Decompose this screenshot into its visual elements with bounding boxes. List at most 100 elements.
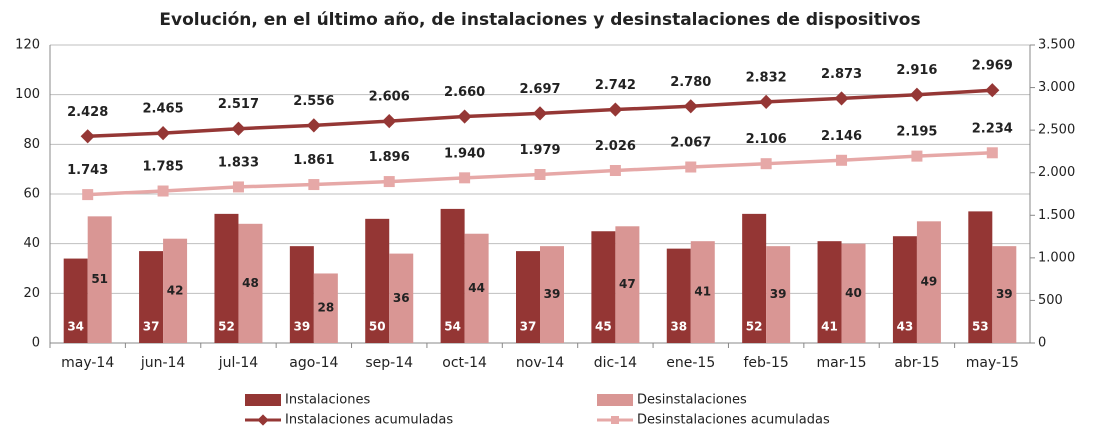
bar [289, 246, 314, 343]
bar-value-label: 39 [770, 287, 787, 301]
line-value-label: 2.742 [595, 78, 636, 93]
bar-value-label: 41 [694, 285, 711, 299]
line-value-label: 2.832 [746, 70, 787, 85]
bar [389, 253, 414, 343]
bar [968, 211, 993, 343]
marker [383, 176, 395, 188]
bar [365, 218, 390, 343]
marker [759, 94, 774, 109]
bar-value-label: 53 [972, 320, 989, 334]
x-tick-label: ene-15 [666, 355, 715, 371]
marker [834, 91, 849, 106]
bar [440, 208, 465, 343]
line-value-label: 2.067 [670, 136, 711, 151]
line-value-label: 1.785 [143, 160, 184, 175]
x-tick-label: may-14 [61, 355, 114, 371]
x-tick-label: jun-14 [140, 355, 186, 371]
legend-label: Instalaciones acumuladas [285, 413, 453, 428]
marker [232, 181, 244, 193]
line-value-label: 2.780 [670, 75, 711, 90]
bar [591, 231, 616, 343]
legend-label: Instalaciones [285, 393, 370, 408]
bar [87, 216, 112, 343]
marker [609, 165, 621, 177]
y-tick-label: 120 [15, 38, 40, 53]
bar-value-label: 52 [746, 320, 763, 334]
bar [690, 241, 715, 343]
marker [82, 189, 94, 201]
bar-value-label: 28 [317, 301, 334, 315]
bar-value-label: 40 [845, 286, 862, 300]
bar-value-label: 36 [393, 291, 410, 305]
y2-tick-label: 1.500 [1038, 208, 1075, 223]
y-tick-label: 20 [23, 286, 40, 301]
bar [992, 246, 1017, 343]
bar-value-label: 45 [595, 320, 612, 334]
bar [63, 258, 88, 343]
y2-tick-label: 2.000 [1038, 165, 1075, 180]
marker [306, 118, 321, 133]
marker [80, 129, 95, 144]
marker [457, 109, 472, 124]
marker [683, 99, 698, 114]
bar [516, 251, 540, 343]
x-tick-label: ago-14 [289, 355, 338, 371]
marker [836, 154, 848, 166]
x-tick-label: sep-14 [365, 355, 413, 371]
line-value-label: 2.660 [444, 85, 485, 100]
bar-value-label: 42 [167, 283, 184, 297]
bar-value-label: 38 [670, 320, 687, 334]
legend-label: Desinstalaciones [637, 393, 747, 408]
bar [540, 246, 564, 343]
x-tick-label: abr-15 [894, 355, 939, 371]
legend-marker [611, 416, 619, 424]
bar [742, 213, 767, 343]
line-value-label: 1.833 [218, 155, 259, 170]
bar-value-label: 39 [996, 287, 1013, 301]
line-value-label: 2.916 [896, 63, 937, 78]
bar-value-label: 43 [897, 320, 914, 334]
marker [760, 158, 772, 170]
marker [986, 147, 998, 159]
line-value-label: 2.697 [519, 82, 560, 97]
line-value-label: 2.517 [218, 97, 259, 112]
y2-tick-label: 2.500 [1038, 123, 1075, 138]
line-value-label: 2.026 [595, 139, 636, 154]
y2-tick-label: 3.500 [1038, 38, 1075, 53]
bar-value-label: 48 [242, 276, 259, 290]
bar [615, 226, 640, 343]
line-value-label: 1.861 [293, 153, 334, 168]
bar-value-label: 50 [369, 320, 386, 334]
x-tick-label: feb-15 [744, 355, 789, 371]
bar [238, 223, 263, 343]
marker [231, 121, 246, 136]
legend-swatch [245, 394, 281, 406]
bar-value-label: 44 [468, 281, 485, 295]
line-value-label: 2.969 [972, 59, 1013, 74]
y2-tick-label: 1.000 [1038, 250, 1075, 265]
line-value-label: 2.556 [293, 94, 334, 109]
y-tick-label: 40 [23, 236, 40, 251]
bar-value-label: 52 [218, 320, 235, 334]
line-value-label: 2.465 [143, 102, 184, 117]
line-value-label: 1.743 [67, 163, 108, 178]
bar-value-label: 49 [921, 275, 938, 289]
marker [608, 102, 623, 117]
x-tick-label: nov-14 [516, 355, 564, 371]
x-tick-label: mar-15 [817, 355, 867, 371]
marker [985, 83, 1000, 98]
bar [313, 273, 338, 343]
line-value-label: 1.940 [444, 146, 485, 161]
y-tick-label: 100 [15, 87, 40, 102]
bar-value-label: 37 [520, 320, 537, 334]
y-tick-label: 80 [23, 137, 40, 152]
marker [909, 87, 924, 102]
x-tick-label: dic-14 [594, 355, 637, 371]
bar-value-label: 39 [293, 320, 310, 334]
bar-value-label: 34 [67, 320, 84, 334]
line-value-label: 2.195 [896, 125, 937, 140]
bar [139, 251, 164, 343]
bar [916, 221, 941, 343]
bar [841, 243, 866, 343]
